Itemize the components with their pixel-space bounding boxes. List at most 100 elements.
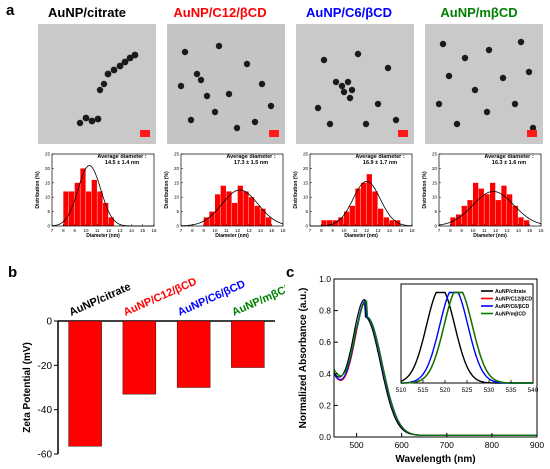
y-tick-label: -60 xyxy=(38,450,53,461)
histogram-bar xyxy=(456,214,462,226)
histogram-bar xyxy=(361,182,367,226)
histogram-bar xyxy=(484,194,490,226)
x-tick-label: 10 xyxy=(470,228,476,233)
histogram-bar xyxy=(372,191,378,226)
histogram-bar xyxy=(232,202,238,226)
x-tick-label: 900 xyxy=(530,440,544,450)
x-tick-label: 800 xyxy=(485,440,499,450)
x-axis-label: Wavelength (nm) xyxy=(395,454,475,465)
x-tick-label: 12 xyxy=(106,228,112,233)
y-tick-label: 10 xyxy=(174,195,180,200)
x-tick-label: 13 xyxy=(117,228,123,233)
x-tick-label: 15 xyxy=(527,228,533,233)
histogram-c6: 7 8 9 10 11 12 13 14 15 16 0 5 10 15 20 25 Diameter (nm)… xyxy=(292,150,416,240)
histogram-bar xyxy=(266,217,272,226)
histogram-bar xyxy=(383,217,389,226)
x-tick-label: 700 xyxy=(440,440,454,450)
x-tick-label: 600 xyxy=(395,440,409,450)
plot-frame xyxy=(333,278,538,438)
histogram-bar xyxy=(518,217,524,226)
x-tick-label: 13 xyxy=(246,228,252,233)
histogram-bar xyxy=(395,220,401,226)
y-tick-label: 10 xyxy=(432,195,438,200)
histogram-bar xyxy=(495,200,501,226)
y-tick-label: 20 xyxy=(303,166,309,171)
histogram-bar xyxy=(226,191,232,226)
y-tick-label: 20 xyxy=(45,166,51,171)
x-tick-label: 8 xyxy=(449,228,452,233)
x-axis-label: Diameter (nm) xyxy=(86,233,120,238)
inset-x-tick-label: 510 xyxy=(396,387,407,394)
histogram-bar xyxy=(467,200,473,226)
panel-letter-a: a xyxy=(6,2,15,19)
histogram-bar xyxy=(80,168,86,226)
histogram-bar xyxy=(478,188,484,226)
histogram-bar xyxy=(366,174,372,226)
panel-letter-c: c xyxy=(286,264,295,281)
histogram-bar xyxy=(203,217,209,226)
sample-title-c6: AuNP/C6/βCD xyxy=(306,5,392,20)
inset-x-tick-label: 535 xyxy=(506,387,517,394)
scale-bar xyxy=(140,130,150,137)
y-tick-label: 10 xyxy=(45,195,51,200)
x-tick-label: 9 xyxy=(331,228,334,233)
y-tick-label: 5 xyxy=(176,209,179,214)
x-tick-label: 16 xyxy=(409,228,415,233)
x-tick-label: 11 xyxy=(353,228,358,233)
y-tick-label: 5 xyxy=(305,209,308,214)
y-tick-label: 0.6 xyxy=(319,337,331,347)
x-tick-label: 16 xyxy=(151,228,157,233)
tem-image-citrate xyxy=(38,24,156,144)
scale-bar xyxy=(269,130,279,137)
plot-frame xyxy=(180,153,284,227)
histogram-bar xyxy=(512,205,518,226)
histogram-bar xyxy=(74,182,80,226)
gaussian-fit-line xyxy=(310,181,412,227)
plot-frame xyxy=(51,153,155,227)
y-tick-label: 5 xyxy=(47,209,50,214)
histogram-bar xyxy=(209,211,215,226)
y-tick-label: 25 xyxy=(45,152,51,157)
tem-particles xyxy=(435,38,537,132)
legend-label: AuNP/C12/βCD xyxy=(495,297,532,303)
histogram-bar xyxy=(490,182,496,226)
inset-x-tick-label: 525 xyxy=(462,387,473,394)
x-tick-label: 8 xyxy=(320,228,323,233)
avg-diameter: Average diameter :17.3 ± 1.5 nm xyxy=(226,154,276,166)
histogram-bar xyxy=(108,217,114,226)
x-tick-label: 10 xyxy=(83,228,89,233)
avg-diameter: Average diameter :16.3 ± 1.6 nm xyxy=(484,154,534,166)
histogram-bar xyxy=(524,220,530,226)
y-tick-label: 20 xyxy=(432,166,438,171)
tem-particles xyxy=(177,42,275,132)
histogram-bar xyxy=(389,220,395,226)
y-tick-label: 1.0 xyxy=(319,274,331,284)
y-tick-label: 0 xyxy=(176,224,179,229)
zeta-bar xyxy=(231,320,265,368)
y-tick-label: 0 xyxy=(305,224,308,229)
y-tick-label: -40 xyxy=(38,405,53,416)
histogram-bar xyxy=(97,191,103,226)
histogram-citrate: 7 8 9 10 11 12 13 14 15 16 0 5 10 15 20 25 Diameter (nm)… xyxy=(34,150,158,240)
inset-x-tick-label: 540 xyxy=(528,387,539,394)
histogram-bar xyxy=(473,182,479,226)
x-tick-label: 7 xyxy=(309,228,312,233)
histogram-bar xyxy=(450,217,456,226)
y-tick-label: 15 xyxy=(45,180,51,185)
histogram-bar xyxy=(215,194,221,226)
histogram-bar xyxy=(327,220,333,226)
x-tick-label: 14 xyxy=(258,228,264,233)
y-axis-label: Distribution (%) xyxy=(35,171,41,209)
y-tick-label: 0.0 xyxy=(319,432,331,442)
histogram-bar xyxy=(355,188,361,226)
scale-bar xyxy=(527,130,537,137)
x-tick-label: 16 xyxy=(538,228,544,233)
x-tick-label: 7 xyxy=(438,228,441,233)
inset-x-tick-label: 530 xyxy=(484,387,495,394)
histogram-bar xyxy=(344,211,350,226)
x-tick-label: 11 xyxy=(224,228,229,233)
y-tick-label: 15 xyxy=(174,180,180,185)
x-tick-label: 9 xyxy=(202,228,205,233)
y-tick-label: 15 xyxy=(303,180,309,185)
histogram-bar xyxy=(103,202,109,226)
